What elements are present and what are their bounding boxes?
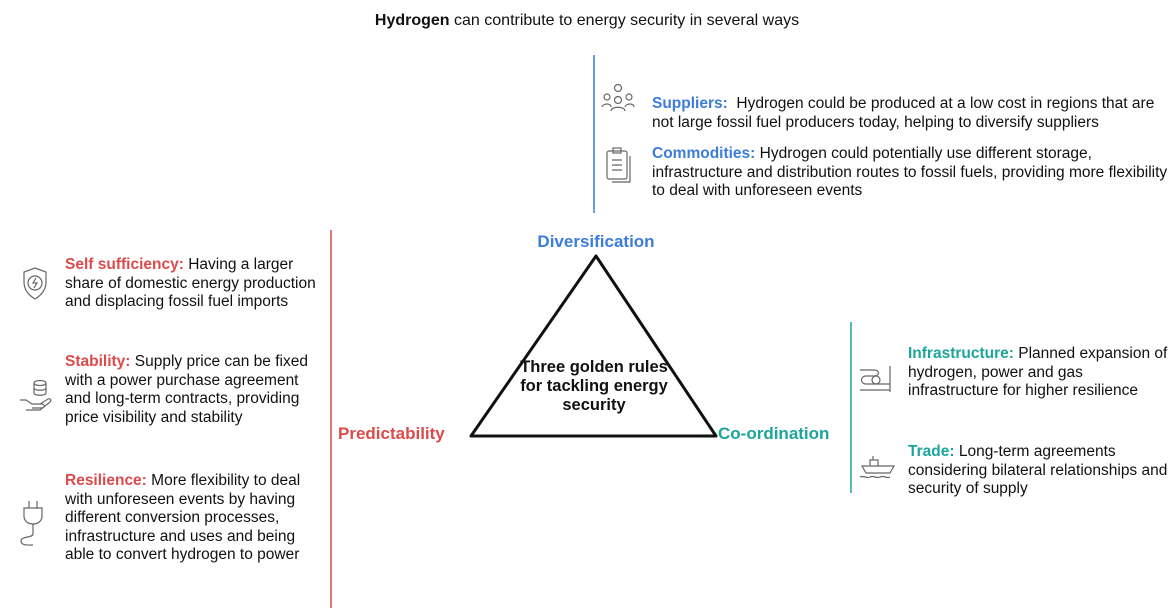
item-text: More flexibility to deal with unforeseen… [65, 472, 301, 563]
item-label: Resilience: [65, 472, 147, 489]
item-text: Long-term agreements considering bilater… [908, 443, 1168, 497]
top-item: Suppliers: Hydrogen could be produced at… [652, 95, 1172, 132]
top-item: Commodities: Hydrogen could potentially … [652, 145, 1172, 201]
item-label: Infrastructure: [908, 345, 1014, 362]
title: Hydrogen can contribute to energy securi… [0, 12, 1174, 30]
right-item: Trade: Long-term agreements considering … [908, 443, 1172, 499]
item-label: Trade: [908, 443, 955, 460]
price-icon [20, 379, 52, 411]
corner-left: Predictability [338, 424, 445, 443]
title-bold: Hydrogen [374, 12, 450, 29]
corner-top: Diversification [537, 232, 655, 251]
item-label: Self sufficiency: [65, 256, 184, 273]
item-label: Suppliers: [652, 95, 728, 112]
plug-icon [20, 501, 43, 546]
corner-right: Co-ordination [718, 424, 830, 443]
item-text: Supply price can be fixed with a power p… [65, 353, 308, 426]
left-item: Self sufficiency: Having a larger share … [65, 256, 323, 312]
left-item: Resilience: More flexibility to deal wit… [65, 472, 323, 565]
pipes-icon [860, 366, 891, 392]
item-text: Planned expansion of hydrogen, power and… [908, 345, 1168, 399]
shield-icon [23, 267, 47, 300]
triangle [469, 254, 718, 438]
item-text: Hydrogen could potentially use different… [652, 145, 1168, 199]
right-item: Infrastructure: Planned expansion of hyd… [908, 345, 1172, 401]
item-label: Stability: [65, 353, 131, 370]
title-rest: can contribute to energy security in sev… [454, 12, 800, 29]
item-text: Hydrogen could be produced at a low cost… [652, 95, 1155, 131]
item-text: Having a larger share of domestic energy… [65, 256, 316, 310]
center-text: Three golden rules for tackling energy s… [520, 358, 668, 414]
commodities-icon [606, 147, 631, 183]
left-item: Stability: Supply price can be fixed wit… [65, 353, 323, 427]
item-label: Commodities: [652, 145, 756, 162]
ship-icon [859, 456, 896, 479]
suppliers-icon [601, 83, 635, 112]
